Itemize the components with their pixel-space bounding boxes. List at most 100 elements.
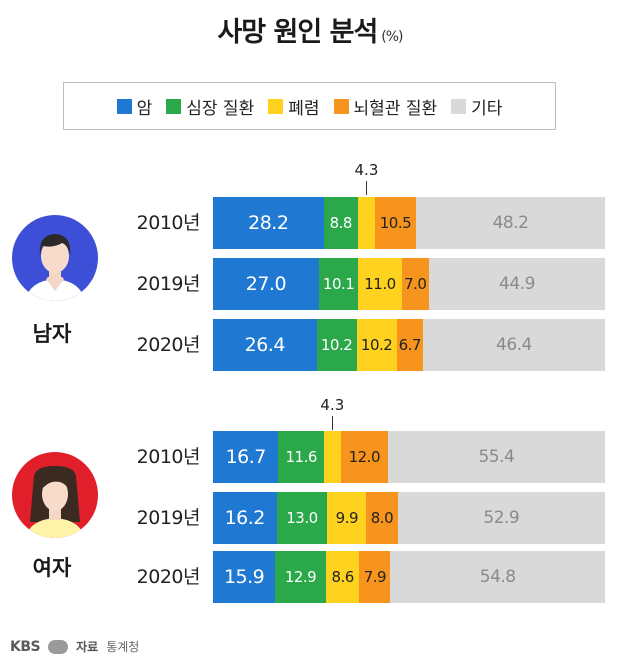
callout-line (332, 416, 334, 430)
data-label: 15.9 (223, 566, 265, 588)
bar-row: 27.0 10.1 11.0 7.0 44.9 (213, 258, 605, 310)
bar-segment: 12.9 (275, 551, 326, 603)
bar-segment: 48.2 (416, 197, 605, 249)
data-label: 16.7 (225, 446, 267, 468)
data-label: 12.0 (348, 448, 381, 466)
legend: 암 심장 질환 폐렴 뇌혈관 질환 기타 (63, 82, 556, 130)
chart-title: 사망 원인 분석 (%) (0, 10, 620, 49)
year-label: 2010년 (136, 446, 201, 468)
bar-segment: 9.9 (327, 492, 367, 544)
data-label: 7.0 (404, 275, 427, 293)
data-label: 11.0 (364, 275, 396, 293)
male-avatar-icon (12, 215, 98, 301)
legend-swatch (333, 98, 349, 114)
legend-label: 기타 (471, 98, 503, 119)
source-label: 자료 (76, 640, 99, 654)
footer: KBS 자료 통계청 (10, 638, 139, 655)
bar-segment: 11.6 (278, 431, 324, 483)
data-label: 12.9 (284, 568, 317, 586)
bar-segment: 27.0 (213, 258, 319, 310)
group-label-female: 여자 (32, 556, 72, 580)
data-label: 10.5 (379, 214, 412, 232)
bar-row: 16.2 13.0 9.9 8.0 52.9 (213, 492, 605, 544)
data-label: 16.2 (224, 507, 266, 529)
bar-segment: 7.0 (401, 258, 429, 310)
bar-segment: 28.2 (213, 197, 324, 249)
bar-row: 26.4 10.2 10.2 6.7 46.4 (213, 319, 605, 371)
year-label: 2010년 (136, 212, 201, 234)
data-label: 8.0 (370, 509, 394, 527)
legend-swatch (116, 98, 132, 114)
brand-logo: KBS (10, 638, 41, 655)
bar-segment (323, 431, 341, 483)
source-text: 통계청 (106, 640, 140, 654)
data-label: 6.7 (398, 336, 422, 354)
legend-item: 기타 (451, 94, 502, 119)
data-label: 13.0 (286, 509, 318, 527)
data-label: 54.8 (479, 567, 516, 587)
bar-segment: 11.0 (358, 258, 402, 310)
data-label: 52.9 (483, 508, 520, 528)
legend-label: 심장 질환 (186, 98, 255, 119)
brand-mark-icon (48, 639, 69, 654)
data-label: 9.9 (335, 509, 359, 527)
legend-label: 뇌혈관 질환 (353, 98, 438, 119)
legend-item: 암 (116, 94, 153, 119)
data-label: 27.0 (245, 273, 287, 295)
data-label: 28.2 (248, 212, 289, 234)
year-label: 2020년 (136, 334, 201, 356)
bar-segment: 12.0 (340, 431, 388, 483)
bar-row: 15.9 12.9 8.6 7.9 54.8 (213, 551, 605, 603)
bar-segment: 10.2 (316, 319, 357, 371)
bar-segment: 46.4 (422, 319, 605, 371)
bar-segment: 44.9 (428, 258, 605, 310)
legend-item: 뇌혈관 질환 (333, 94, 438, 119)
bar-row: 28.2 8.8 10.5 48.2 (213, 197, 605, 249)
bar-segment: 8.8 (323, 197, 359, 249)
bar-segment: 54.8 (390, 551, 605, 603)
data-label: 55.4 (478, 447, 515, 467)
callout-label: 4.3 (354, 161, 379, 179)
data-label: 26.4 (244, 334, 286, 356)
data-label: 10.2 (320, 336, 353, 354)
data-label: 10.2 (360, 336, 393, 354)
year-label: 2019년 (136, 507, 201, 529)
bar-segment: 55.4 (387, 431, 605, 483)
callout-label: 4.3 (320, 396, 345, 414)
legend-label: 암 (136, 98, 153, 119)
data-label: 48.2 (492, 213, 529, 233)
bar-segment: 16.7 (213, 431, 279, 483)
legend-label: 폐렴 (288, 98, 320, 119)
legend-swatch (268, 98, 284, 114)
data-label: 44.9 (499, 274, 535, 294)
title-text: 사망 원인 분석 (217, 17, 378, 48)
bar-segment: 8.0 (366, 492, 398, 544)
callout-line (366, 181, 368, 195)
data-label: 8.8 (329, 214, 353, 232)
bar-row: 16.7 11.6 12.0 55.4 (213, 431, 605, 483)
bar-segment: 7.9 (359, 551, 391, 603)
bar-segment: 52.9 (397, 492, 605, 544)
year-label: 2020년 (136, 566, 201, 588)
bar-segment: 8.6 (325, 551, 360, 603)
bar-segment: 26.4 (213, 319, 317, 371)
legend-swatch (451, 98, 467, 114)
data-label: 10.1 (322, 275, 355, 293)
bar-segment: 10.5 (374, 197, 417, 249)
legend-item: 폐렴 (268, 94, 320, 119)
data-label: 11.6 (285, 448, 317, 466)
bar-segment: 13.0 (276, 492, 328, 544)
legend-swatch (166, 98, 182, 114)
legend-item: 심장 질환 (166, 94, 254, 119)
data-label: 7.9 (363, 568, 387, 586)
bar-segment (358, 197, 375, 249)
bar-segment: 15.9 (213, 551, 276, 603)
female-avatar-icon (12, 452, 98, 538)
data-label: 8.6 (331, 568, 354, 586)
bar-segment: 6.7 (396, 319, 423, 371)
group-label-male: 남자 (32, 322, 72, 346)
bar-segment: 10.2 (356, 319, 397, 371)
year-label: 2019년 (136, 273, 201, 295)
title-unit: (%) (381, 29, 403, 45)
bar-segment: 16.2 (213, 492, 277, 544)
